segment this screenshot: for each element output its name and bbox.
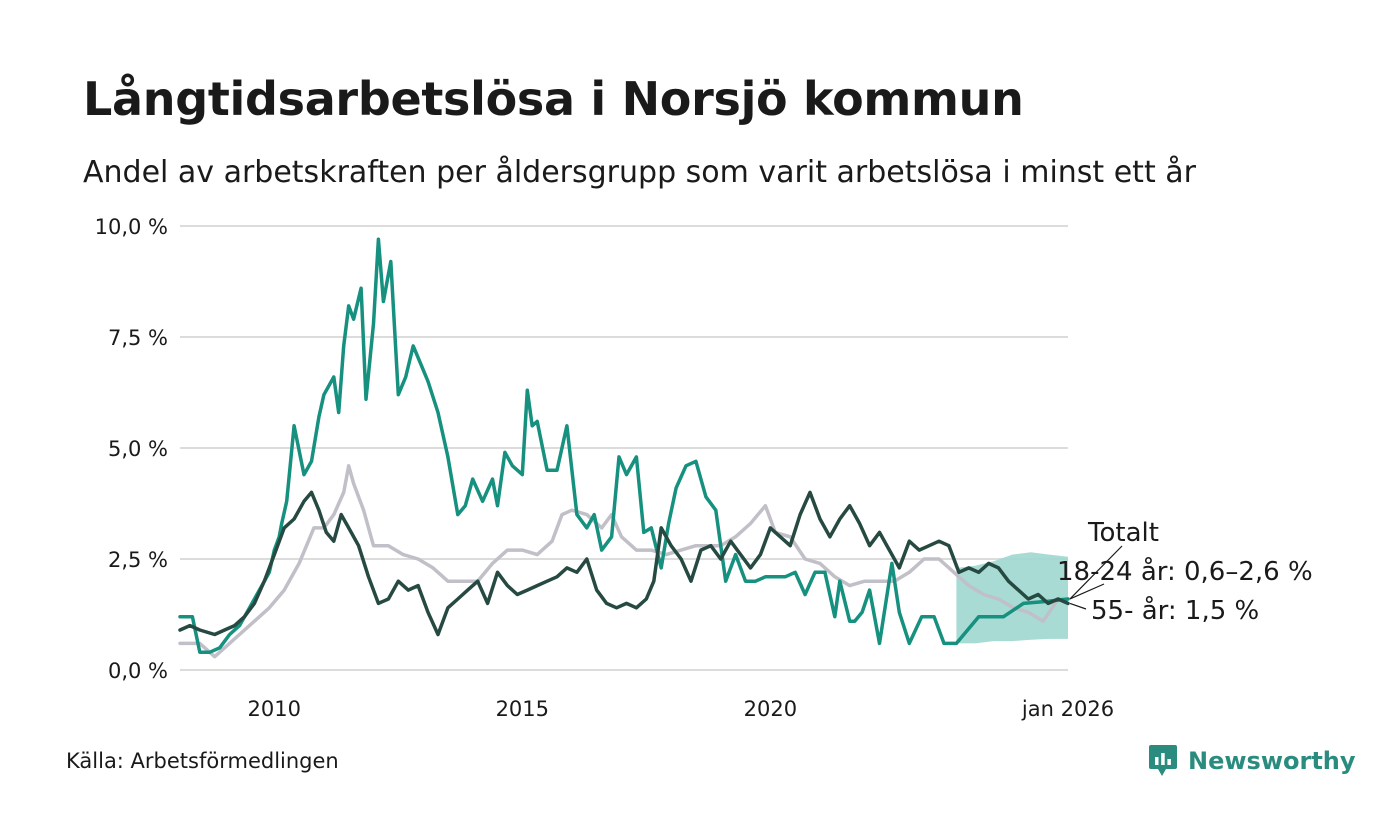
y-tick-label: 0,0 % xyxy=(108,659,168,683)
chart-title: Långtidsarbetslösa i Norsjö kommun xyxy=(83,72,1024,126)
y-axis-tick-labels: 0,0 % 2,5 % 5,0 % 7,5 % 10,0 % xyxy=(95,215,168,683)
x-axis-tick-labels: 2010 2015 2020 jan 2026 xyxy=(248,697,1115,721)
confidence-band-18-24 xyxy=(956,552,1068,644)
confidence-band-layer xyxy=(956,552,1068,644)
x-tick-label: jan 2026 xyxy=(1021,697,1114,721)
annotation-leader-age-55 xyxy=(1069,602,1087,610)
series-line-total xyxy=(178,464,1070,659)
line-chart: 0,0 % 2,5 % 5,0 % 7,5 % 10,0 % 2010 2015 2020 j… xyxy=(95,215,1313,721)
annotation-label-age-55: 55- år: 1,5 % xyxy=(1091,595,1259,626)
y-tick-label: 7,5 % xyxy=(108,326,168,350)
x-tick-label: 2015 xyxy=(496,697,549,721)
y-tick-label: 10,0 % xyxy=(95,215,168,239)
x-tick-label: 2010 xyxy=(248,697,301,721)
annotation-label-age-18-24: 18-24 år: 0,6–2,6 % xyxy=(1057,556,1313,587)
brand-logo[interactable]: Newsworthy xyxy=(1148,742,1356,780)
y-tick-label: 5,0 % xyxy=(108,437,168,461)
series-line-age-18-24 xyxy=(178,237,1070,654)
y-tick-label: 2,5 % xyxy=(108,548,168,572)
annotation-leader-total xyxy=(1069,545,1123,600)
chart-subtitle: Andel av arbetskraften per åldersgrupp s… xyxy=(83,155,1196,190)
x-tick-label: 2020 xyxy=(744,697,797,721)
series-line-age-55 xyxy=(178,490,1070,637)
grid-lines xyxy=(180,225,1068,671)
newsworthy-logo-icon xyxy=(1149,745,1177,776)
brand-name: Newsworthy xyxy=(1188,747,1356,775)
series-lines xyxy=(178,237,1070,659)
annotation-leader-age-18-24 xyxy=(1069,583,1105,600)
source-credit: Källa: Arbetsförmedlingen xyxy=(66,749,339,773)
annotations: Totalt 18-24 år: 0,6–2,6 % 55- år: 1,5 % xyxy=(1057,518,1313,626)
annotation-label-total: Totalt xyxy=(1087,518,1159,548)
